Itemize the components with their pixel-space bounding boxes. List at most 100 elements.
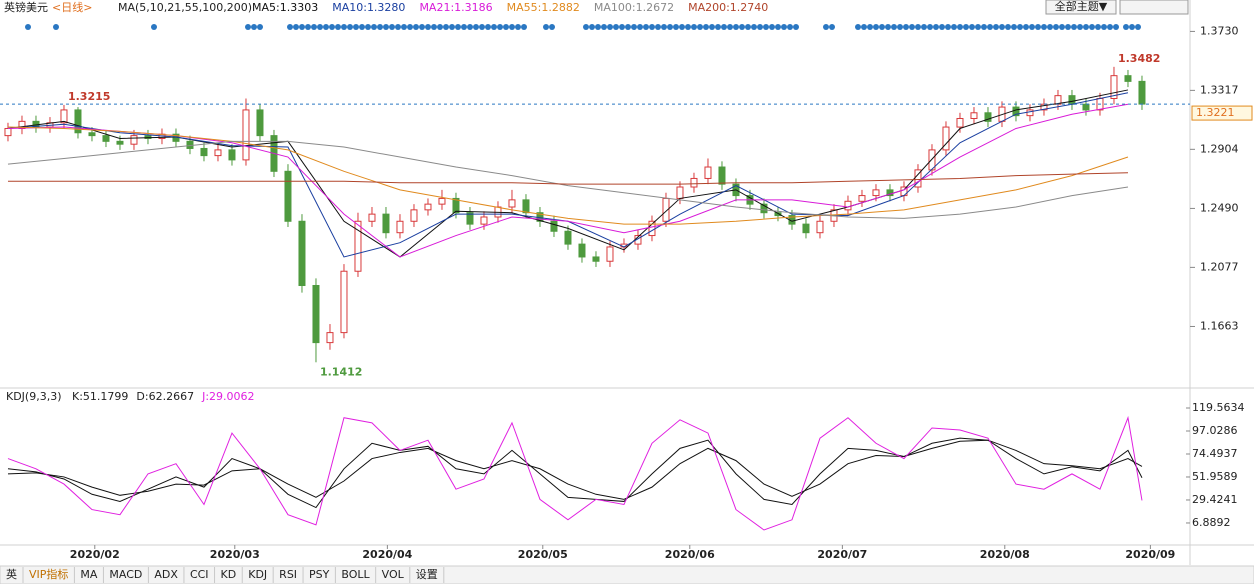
signal-dot [879, 24, 885, 30]
signal-dot [515, 24, 521, 30]
signal-dot [317, 24, 323, 30]
signal-dot [999, 24, 1005, 30]
legend-entry: MA200:1.2740 [688, 1, 768, 14]
signal-dot [921, 24, 927, 30]
signal-dot [257, 24, 263, 30]
signal-dot [757, 24, 763, 30]
signal-dot [1029, 24, 1035, 30]
signal-dot [419, 24, 425, 30]
signal-dot [359, 24, 365, 30]
signal-dot [1047, 24, 1053, 30]
candle-body [1068, 95, 1076, 105]
y-tick-label: 51.9589 [1192, 470, 1238, 483]
candle-body [970, 112, 978, 119]
signal-dot [589, 24, 595, 30]
signal-dot [1041, 24, 1047, 30]
candle-body [410, 209, 418, 222]
candle-body [228, 149, 236, 161]
theme-button[interactable] [1045, 0, 1117, 15]
signal-dot [431, 24, 437, 30]
candle-body [802, 223, 810, 234]
candle-body [74, 109, 82, 134]
tab[interactable]: 英 [6, 567, 17, 581]
signal-dot [251, 24, 257, 30]
signal-dot [287, 24, 293, 30]
theme-button-label[interactable]: 全部主题▼ [1055, 0, 1108, 13]
period[interactable]: <日线> [52, 0, 92, 14]
candle-body [4, 127, 12, 137]
tab[interactable]: VIP指标 [29, 567, 68, 581]
y-tick-label: 1.2904 [1200, 142, 1239, 155]
signal-dot [775, 24, 781, 30]
candle-body [760, 203, 768, 214]
candle-body [1040, 103, 1048, 111]
signal-dot [909, 24, 915, 30]
legend-entry: MA10:1.3280 [332, 1, 405, 14]
legend-entry: MA55:1.2882 [507, 1, 580, 14]
tab[interactable]: BOLL [341, 568, 370, 581]
candle-body [508, 199, 516, 208]
signal-dot [957, 24, 963, 30]
signal-dot [401, 24, 407, 30]
candle-body [88, 132, 96, 137]
signal-dot [323, 24, 329, 30]
extreme-label: 1.3482 [1118, 52, 1160, 65]
signal-dot [473, 24, 479, 30]
ma-line [7, 126, 1129, 225]
tab[interactable]: PSY [309, 568, 330, 581]
signal-dot [389, 24, 395, 30]
toolbar-icons[interactable] [1119, 0, 1189, 15]
signal-dot [945, 24, 951, 30]
tab[interactable]: 设置 [416, 568, 438, 581]
signal-dot [335, 24, 341, 30]
tab[interactable]: MACD [109, 568, 142, 581]
signal-dot [793, 24, 799, 30]
candle-body [942, 126, 950, 151]
candle-body [1082, 103, 1090, 111]
signal-dot [1077, 24, 1083, 30]
signal-dot [861, 24, 867, 30]
candle-body [676, 186, 684, 199]
legend-entry: K:51.1799 [72, 390, 128, 403]
signal-dot [885, 24, 891, 30]
signal-dot [449, 24, 455, 30]
tab[interactable]: CCI [190, 568, 209, 581]
signal-dot [915, 24, 921, 30]
x-tick-label: 2020/08 [980, 548, 1030, 561]
signal-dot [245, 24, 251, 30]
signal-dot [1035, 24, 1041, 30]
legend-entry: D:62.2667 [136, 390, 194, 403]
candle-body [452, 197, 460, 214]
candle-body [550, 220, 558, 232]
tab[interactable]: VOL [382, 568, 405, 581]
candle-body [578, 243, 586, 258]
y-tick-label: 97.0286 [1192, 424, 1238, 437]
candle-body [564, 230, 572, 245]
tab[interactable]: ADX [154, 568, 178, 581]
signal-dot [655, 24, 661, 30]
x-tick-label: 2020/09 [1125, 548, 1175, 561]
tab[interactable]: MA [80, 568, 97, 581]
signal-dot [479, 24, 485, 30]
signal-dot [601, 24, 607, 30]
signal-dot [1011, 24, 1017, 30]
x-tick-label: 2020/05 [518, 548, 568, 561]
x-tick-label: 2020/06 [665, 548, 715, 561]
candle-body [1026, 109, 1034, 117]
signal-dot [347, 24, 353, 30]
candle-body [480, 216, 488, 225]
candle-body [438, 197, 446, 205]
signal-dot [661, 24, 667, 30]
signal-dot [305, 24, 311, 30]
signal-dot [425, 24, 431, 30]
candle-body [606, 246, 614, 262]
signal-dot [543, 24, 549, 30]
signal-dot [595, 24, 601, 30]
signal-dot [867, 24, 873, 30]
signal-dot [1107, 24, 1113, 30]
tab[interactable]: KD [221, 568, 237, 581]
tab[interactable]: RSI [279, 568, 297, 581]
last-price-box [1191, 105, 1253, 121]
tab[interactable]: KDJ [248, 568, 267, 581]
signal-dot [715, 24, 721, 30]
